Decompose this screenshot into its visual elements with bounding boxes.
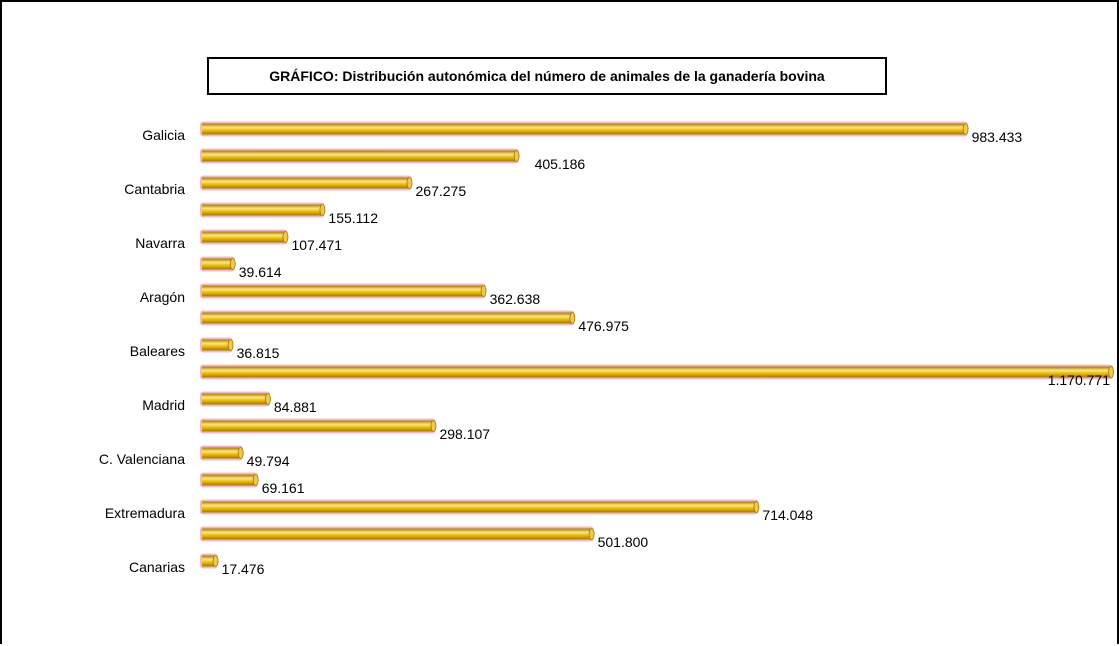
value-label: 39.614	[239, 264, 282, 280]
value-label: 405.186	[535, 156, 586, 172]
value-label: 501.800	[598, 534, 649, 550]
value-label: 983.433	[972, 129, 1023, 145]
bar-end-cap	[227, 339, 234, 351]
bar-end-cap	[588, 528, 595, 540]
chart-title: GRÁFICO: Distribución autonómica del núm…	[207, 57, 887, 95]
bar-end-cap	[513, 150, 520, 162]
value-label: 84.881	[274, 399, 317, 415]
bar-end-cap	[282, 231, 289, 243]
bar	[202, 366, 1112, 378]
bar-end-cap	[252, 474, 259, 486]
bar	[202, 393, 268, 405]
category-label: Navarra	[135, 235, 185, 251]
category-label: Baleares	[130, 343, 185, 359]
bar-end-cap	[962, 123, 969, 135]
category-label: Cantabria	[124, 181, 185, 197]
category-label: Aragón	[140, 289, 185, 305]
value-label: 155.112	[328, 210, 378, 226]
value-label: 36.815	[237, 345, 280, 361]
bar	[202, 150, 517, 162]
bar-end-cap	[1108, 366, 1114, 378]
category-label: C. Valenciana	[99, 451, 185, 467]
value-label: 714.048	[762, 507, 813, 523]
bar	[202, 474, 256, 486]
bar	[202, 555, 216, 567]
bar	[202, 231, 286, 243]
value-label: 1.170.771	[1048, 372, 1110, 388]
bar-end-cap	[229, 258, 236, 270]
bar	[202, 447, 241, 459]
value-label: 476.975	[578, 318, 629, 334]
bar	[202, 339, 231, 351]
bar	[202, 312, 573, 324]
value-label: 69.161	[262, 480, 305, 496]
value-label: 17.476	[222, 561, 265, 577]
bar-end-cap	[753, 501, 760, 513]
bar	[202, 420, 434, 432]
bar-end-cap	[237, 447, 244, 459]
category-label: Madrid	[142, 397, 185, 413]
bar	[202, 123, 966, 135]
bar-end-cap	[406, 177, 413, 189]
bar-end-cap	[319, 204, 326, 216]
bar	[202, 501, 757, 513]
bar	[202, 528, 592, 540]
value-label: 267.275	[416, 183, 467, 199]
value-label: 107.471	[291, 237, 342, 253]
category-label: Canarias	[129, 559, 185, 575]
value-label: 49.794	[247, 453, 290, 469]
bar	[202, 204, 323, 216]
bar	[202, 285, 484, 297]
bar	[202, 258, 233, 270]
bar	[202, 177, 410, 189]
bar-end-cap	[212, 555, 219, 567]
category-label: Extremadura	[105, 505, 185, 521]
bar-end-cap	[265, 393, 271, 405]
value-label: 362.638	[490, 291, 541, 307]
bar-end-cap	[569, 312, 576, 324]
bar-end-cap	[480, 285, 487, 297]
bar-end-cap	[430, 420, 437, 432]
bars: 983.433 Galicia 405.186 267.275 Cantabria 155…	[99, 121, 1114, 577]
value-label: 298.107	[439, 426, 490, 442]
category-label: Galicia	[142, 127, 185, 143]
